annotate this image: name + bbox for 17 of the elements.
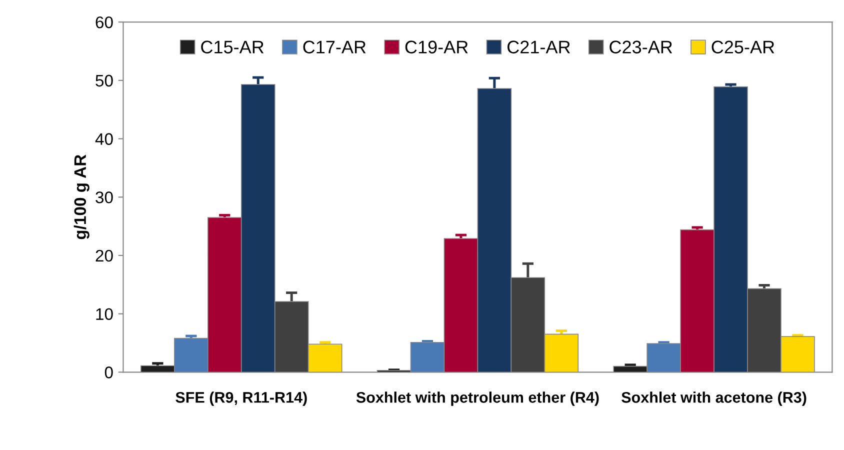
y-axis-title: g/100 g AR xyxy=(74,154,90,240)
x-tick-label: SFE (R9, R11-R14) xyxy=(176,392,307,406)
y-tick-label: 30 xyxy=(96,192,113,204)
legend-label: C21-AR xyxy=(508,40,570,54)
y-tick-label: 60 xyxy=(96,16,113,28)
legend-label: C15-AR xyxy=(201,40,264,54)
y-tick-label: 10 xyxy=(96,308,113,320)
legend-label: C19-AR xyxy=(405,40,468,54)
legend-label: C23-AR xyxy=(610,40,672,54)
x-tick-label: Soxhlet with petroleum ether (R4) xyxy=(356,392,599,406)
y-tick-label: 40 xyxy=(95,133,113,145)
y-tick-label: 0 xyxy=(104,366,113,378)
legend-label: C17-AR xyxy=(303,40,366,54)
legend-label: C25-AR xyxy=(712,40,774,54)
x-tick-label: Soxhlet with acetone (R3) xyxy=(622,392,806,406)
y-tick-label: 50 xyxy=(96,74,113,87)
y-tick-label: 20 xyxy=(96,250,113,262)
